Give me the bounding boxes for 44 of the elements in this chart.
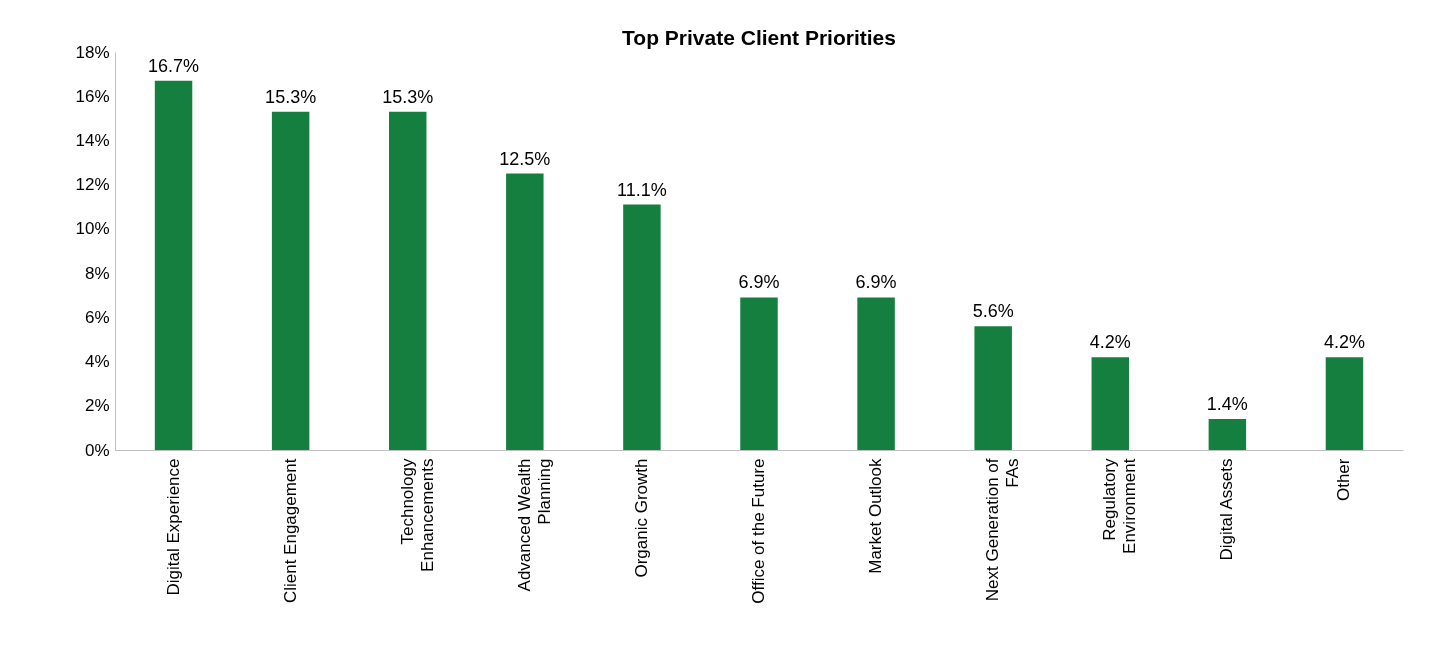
bar [857, 297, 895, 450]
data-label: 11.1% [617, 179, 667, 200]
x-tick-label: Office of the Future [749, 458, 768, 604]
bar [154, 80, 193, 450]
data-label: 4.2% [1089, 332, 1131, 353]
y-tick-label: 6% [84, 307, 110, 327]
x-tick-label: Client Engagement [280, 458, 300, 604]
x-tick-label: Organic Growth [631, 458, 651, 578]
y-tick-label: 14% [75, 130, 110, 150]
y-tick-label: 8% [84, 263, 110, 283]
bar [623, 204, 661, 450]
y-tick-label: 12% [75, 175, 110, 195]
bar [506, 173, 544, 450]
y-tick-label: 2% [84, 396, 110, 416]
y-tick-label: 16% [75, 86, 110, 106]
data-label: 1.4% [1206, 394, 1248, 415]
x-tick-label: Digital Experience [163, 458, 183, 596]
x-tick-label: Other [1334, 458, 1354, 502]
data-label: 15.3% [265, 86, 317, 107]
data-label: 4.2% [1323, 332, 1365, 353]
x-tick-label: Market Outlook [866, 458, 886, 574]
y-tick-label: 18% [75, 42, 110, 62]
bar [271, 111, 310, 450]
bar [1208, 419, 1247, 450]
data-label: 16.7% [148, 55, 200, 76]
x-tick-label: Advanced Wealth Planning [514, 458, 554, 592]
x-tick-label: Technology Enhancements [397, 458, 437, 572]
x-tick-label: Next Generation of FAs [983, 458, 1023, 602]
y-tick-label: 0% [84, 440, 110, 460]
bar [1325, 357, 1364, 450]
y-tick-label: 10% [75, 219, 110, 239]
x-tick-label: Digital Assets [1217, 458, 1237, 561]
bar [740, 297, 778, 450]
data-label: 15.3% [382, 86, 434, 107]
data-label: 5.6% [972, 301, 1014, 322]
data-label: 6.9% [855, 272, 897, 293]
x-tick-label: Regulatory Environment [1100, 458, 1140, 554]
bar [1091, 357, 1130, 450]
y-tick-label: 4% [84, 352, 110, 372]
data-label: 6.9% [738, 272, 780, 293]
bar [974, 326, 1012, 450]
bar [388, 111, 427, 450]
data-label: 12.5% [499, 148, 551, 169]
chart-title: Top Private Client Priorities [622, 26, 896, 49]
